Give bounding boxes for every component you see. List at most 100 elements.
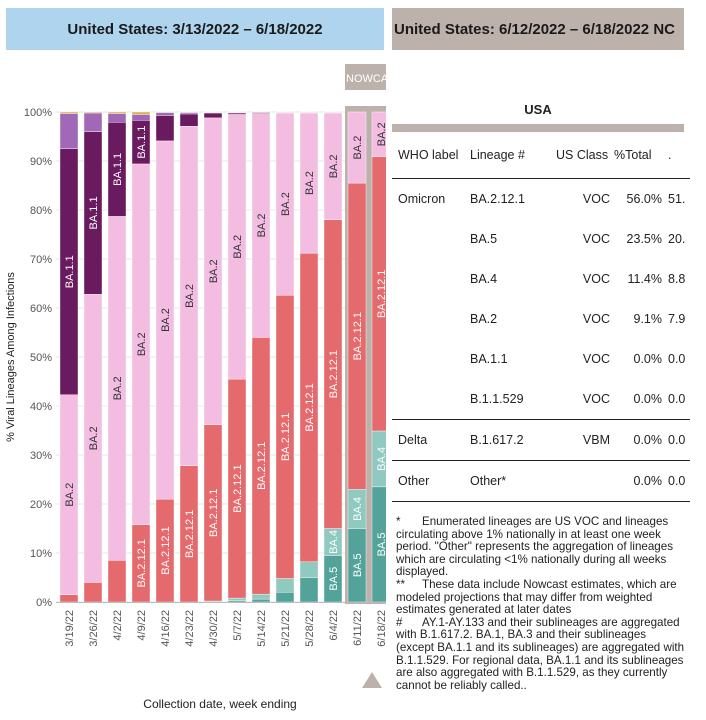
- who-label-cell: Delta: [392, 419, 470, 461]
- pct-cell: 0.0%: [614, 419, 668, 461]
- bar-label: BA.2.12.1: [352, 312, 364, 360]
- extra-cell: 0.0: [668, 352, 686, 366]
- bar-segment-ba-1-1: [203, 112, 223, 119]
- bar-segment-other: [59, 111, 79, 114]
- bar-label: BA.5: [376, 532, 386, 556]
- bar-segment-ba-4: [251, 593, 271, 600]
- who-label-cell: [392, 339, 470, 379]
- lineage-cell: B.1.1.529: [470, 379, 556, 420]
- bar-segment-b-1-1-529: [131, 114, 151, 121]
- bar-label: BA.2.12.1: [160, 526, 172, 574]
- bar-label: BA.2: [256, 214, 268, 238]
- table-row: Omicron BA.2.12.1 VOC 56.0% 51.: [392, 179, 690, 220]
- bar-segment-ba-1-1: [155, 115, 175, 142]
- bar-segment-ba-5: [299, 577, 319, 603]
- bar-segment-ba-4: [227, 597, 247, 601]
- who-label-cell: [392, 379, 470, 420]
- class-cell: VOC: [582, 192, 610, 206]
- nowcast-badge: [345, 64, 386, 90]
- bar-segment-b-1-1-529: [59, 113, 79, 149]
- x-tick-label: 3/19/22: [64, 610, 76, 647]
- bar-segment-ba-2-12-1: [59, 594, 79, 603]
- table-title-rule: [392, 124, 684, 132]
- bar-label: BA.2.12.1: [280, 413, 292, 461]
- table-row: Delta B.1.617.2 VBM 0.0% 0.0: [392, 419, 690, 461]
- x-tick-label: 6/18/22: [376, 610, 386, 647]
- bar-label: BA.2.12.1: [328, 350, 340, 398]
- table-row: BA.4 VOC 11.4% 8.8: [392, 259, 690, 299]
- pct-cell: 0.0%: [633, 352, 663, 366]
- bar-label: BA.2: [280, 192, 292, 216]
- bar-label: BA.1.1: [88, 196, 100, 229]
- bar-label: BA.2.12.1: [184, 510, 196, 558]
- bar-segment-other: [83, 111, 103, 114]
- y-tick-label: 40%: [30, 401, 52, 413]
- chart-header-title: United States: 3/13/2022 – 6/18/2022: [67, 20, 323, 38]
- lineage-cell: BA.2: [470, 312, 498, 326]
- table-row: BA.1.1 VOC 0.0% 0.0: [392, 339, 690, 379]
- extra-cell: 20.: [668, 232, 686, 246]
- pct-cell: 23.5%: [626, 232, 662, 246]
- bar-label: BA.2: [208, 259, 220, 283]
- table-row: Other Other* 0.0% 0.0: [392, 460, 690, 502]
- col-pct-total: %Total: [614, 132, 668, 179]
- bar-segment-ba-4: [299, 561, 319, 578]
- variant-proportions-chart: NOWCAST 0% 10% 20% 30% 40% 50% 60% 70% 80% 90% 100%…: [5, 64, 386, 711]
- lineage-cell: BA.4: [470, 272, 498, 286]
- x-tick-label: 4/9/22: [136, 610, 148, 641]
- bar-label: BA.2: [136, 332, 148, 356]
- table-header: United States: 6/12/2022 – 6/18/2022 NC: [392, 8, 684, 50]
- bar-segment-ba-2: [347, 111, 367, 184]
- bar-segment-ba-5: [251, 598, 271, 603]
- pct-cell: 56.0%: [626, 192, 662, 206]
- class-cell: VOC: [582, 312, 610, 326]
- bar-label: BA.2.12.1: [256, 442, 268, 490]
- bar-label: BA.2: [352, 136, 364, 160]
- x-tick-label: 4/23/22: [184, 610, 196, 647]
- y-tick-label: 20%: [30, 499, 52, 511]
- bar-label: BA.1.1: [112, 153, 124, 186]
- y-tick-label: 30%: [30, 450, 52, 462]
- extra-cell: 0.0: [668, 419, 690, 461]
- who-label-cell: [392, 259, 470, 299]
- x-tick-label: 5/14/22: [256, 610, 268, 647]
- bar-label: BA.2.12.1: [376, 270, 386, 318]
- bar-label: BA.1.1: [136, 126, 148, 159]
- class-cell: [556, 460, 614, 502]
- x-tick-label: 4/30/22: [208, 610, 220, 647]
- bar-segment-ba-1-1: [227, 112, 247, 115]
- bar-segment-ba-2: [371, 111, 386, 157]
- extra-cell: 0.0: [668, 379, 690, 420]
- x-tick-label: 5/28/22: [304, 610, 316, 647]
- col-extra: .: [668, 132, 690, 179]
- bar-label: BA.4: [376, 447, 386, 471]
- bar-label: BA.2: [88, 426, 100, 450]
- who-label-cell: [392, 219, 470, 259]
- bar-label: BA.4: [352, 497, 364, 521]
- bar-label: BA.2: [160, 308, 172, 332]
- table-row: B.1.1.529 VOC 0.0% 0.0: [392, 379, 690, 420]
- bar-label: BA.2: [304, 171, 316, 195]
- bar-segment-ba-2-12-1: [83, 582, 103, 603]
- extra-cell: 0.0: [668, 460, 690, 502]
- x-tick-label: 6/11/22: [352, 610, 364, 646]
- table-row: BA.5 VOC 23.5% 20.: [392, 219, 690, 259]
- nowcast-label: NOWCAST: [346, 73, 386, 85]
- class-cell: VOC: [582, 272, 610, 286]
- who-label-cell: [392, 299, 470, 339]
- table-header-title: United States: 6/12/2022 – 6/18/2022 NC: [394, 20, 675, 38]
- y-tick-label: 10%: [30, 548, 52, 560]
- scroll-up-icon[interactable]: [362, 672, 382, 688]
- pct-cell: 0.0%: [614, 460, 668, 502]
- class-cell: VBM: [556, 419, 614, 461]
- lineage-cell: B.1.617.2: [470, 419, 556, 461]
- bar-segment-b-1-1-529: [179, 112, 199, 115]
- y-tick-label: 100%: [24, 107, 52, 119]
- bar-segment-other: [131, 111, 151, 115]
- y-tick-label: 70%: [30, 254, 52, 266]
- col-who-label: WHO label: [392, 132, 470, 179]
- bar-label: BA.2: [184, 284, 196, 308]
- footnote-3: # AY.1-AY.133 and their sublineages are a…: [396, 615, 685, 692]
- bar-segment-b-1-1-529: [83, 112, 103, 132]
- bar-label: BA.2.12.1: [304, 383, 316, 431]
